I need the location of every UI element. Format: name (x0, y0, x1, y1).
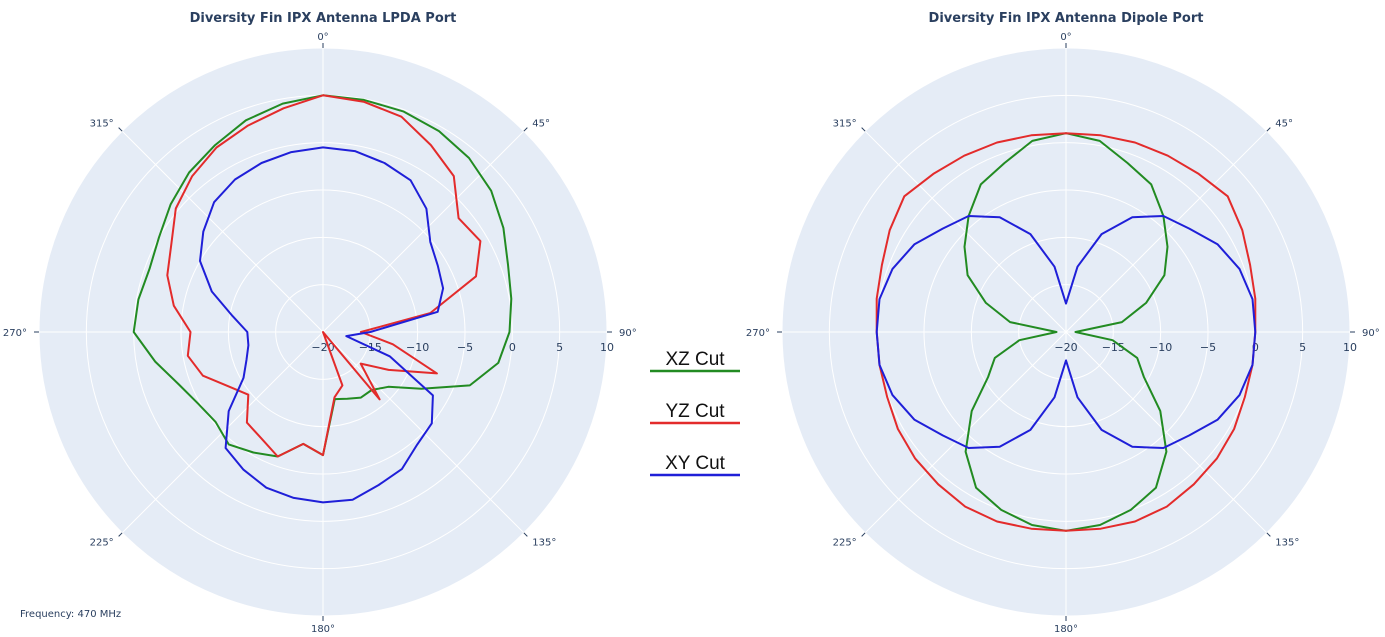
angular-tick-label: 135° (532, 537, 556, 548)
angular-tick-mark (1266, 127, 1271, 132)
angular-tick-label: 90° (1362, 328, 1380, 339)
radial-tick-label: −20 (1054, 341, 1077, 354)
grid-spoke (322, 130, 525, 333)
angular-tick-label: 180° (1054, 624, 1078, 635)
angular-tick-label: 270° (746, 328, 770, 339)
radial-tick-label: 0 (1252, 341, 1259, 354)
grid-spoke (1065, 331, 1268, 534)
angular-tick-label: 225° (90, 537, 114, 548)
angular-tick-label: 90° (619, 328, 637, 339)
angular-tick-label: 0° (1060, 32, 1071, 43)
angular-tick-mark (523, 127, 528, 132)
angular-tick-mark (118, 127, 123, 132)
chart-title-dipole: Diversity Fin IPX Antenna Dipole Port (929, 11, 1204, 26)
polar-chart-lpda: Diversity Fin IPX Antenna LPDA Port 0° 45… (3, 11, 637, 635)
angular-ticks-lpda: 0° 45° 90° 135° 180° 225° 270° 315° (3, 32, 637, 635)
frequency-note: Frequency: 470 MHz (20, 609, 121, 620)
legend-item-xz[interactable]: XZ Cut (650, 349, 740, 373)
angular-tick-mark (861, 127, 866, 132)
radial-tick-label: 0 (509, 341, 516, 354)
radial-tick-label: −10 (406, 341, 429, 354)
series-line-yz-cut (875, 132, 1257, 532)
angular-tick-mark (861, 532, 866, 537)
radial-tick-label: 10 (600, 341, 614, 354)
angular-tick-label: 135° (1275, 537, 1299, 548)
radial-tick-label: −5 (1200, 341, 1216, 354)
polar-chart-dipole: Diversity Fin IPX Antenna Dipole Port 0°… (746, 11, 1380, 635)
radial-tick-label: 5 (1299, 341, 1306, 354)
legend-item-yz[interactable]: YZ Cut (650, 401, 740, 425)
angular-tick-label: 180° (311, 624, 335, 635)
radial-tick-label: −10 (1149, 341, 1172, 354)
angular-tick-label: 315° (833, 119, 857, 130)
series-line-xy-cut (199, 146, 445, 504)
legend-item-xy[interactable]: XY Cut (650, 453, 740, 477)
legend-label-xy: XY Cut (665, 453, 726, 474)
legend-label-xz: XZ Cut (665, 349, 725, 370)
angular-tick-mark (523, 532, 528, 537)
angular-tick-label: 0° (317, 32, 328, 43)
angular-tick-mark (118, 532, 123, 537)
series-line-xy-cut (875, 215, 1257, 449)
series-lines-dipole (875, 132, 1257, 532)
angular-tick-label: 225° (833, 537, 857, 548)
radial-grid-lpda (38, 47, 608, 617)
angular-tick-label: 270° (3, 328, 27, 339)
angular-tick-label: 45° (1275, 119, 1293, 130)
angular-tick-label: 315° (90, 119, 114, 130)
radial-tick-label: 10 (1343, 341, 1357, 354)
angular-tick-label: 45° (532, 119, 550, 130)
chart-title-lpda: Diversity Fin IPX Antenna LPDA Port (190, 11, 457, 26)
legend: XZ Cut YZ Cut XY Cut (650, 349, 740, 477)
series-line-yz-cut (166, 94, 482, 458)
angular-tick-mark (1266, 532, 1271, 537)
grid-spoke (121, 130, 324, 333)
radial-tick-label: −5 (457, 341, 473, 354)
series-lines-lpda (132, 94, 513, 504)
angular-ticks-dipole: 0° 45° 90° 135° 180° 225° 270° 315° (746, 32, 1380, 635)
grid-spoke (864, 331, 1067, 534)
radial-tick-label: 5 (556, 341, 563, 354)
legend-label-yz: YZ Cut (665, 401, 725, 422)
grid-spoke (322, 331, 525, 534)
